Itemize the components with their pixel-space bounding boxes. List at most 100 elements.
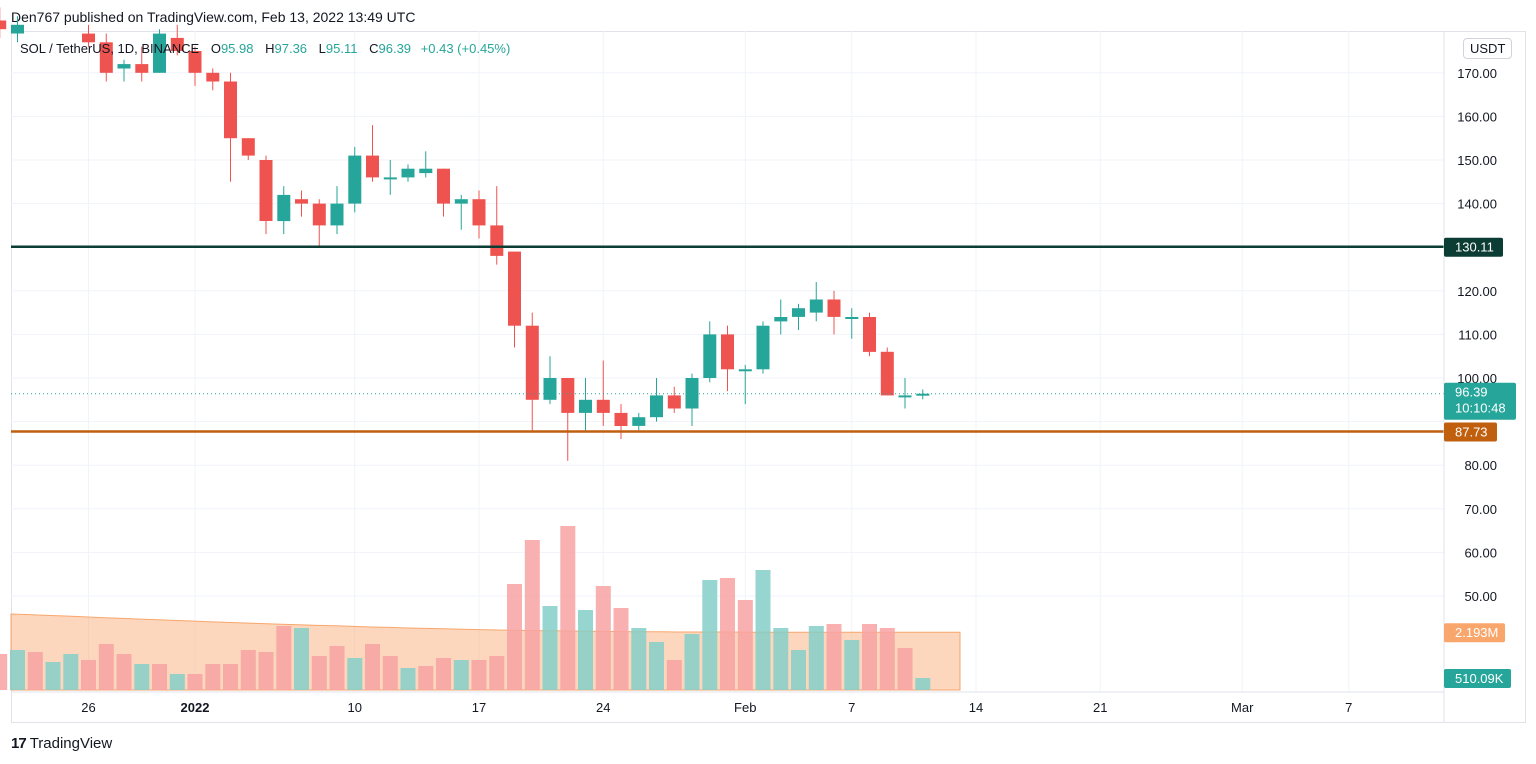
volume-bar	[826, 624, 842, 690]
candle	[454, 194, 468, 230]
candle	[206, 68, 220, 91]
volume-bar	[10, 650, 25, 690]
candle-body	[188, 51, 202, 73]
candle	[792, 303, 805, 331]
candle	[650, 378, 663, 422]
volume-bar	[240, 650, 256, 690]
volume-bar	[702, 580, 718, 690]
y-tick-label: 120.00	[1457, 284, 1497, 299]
candle-body	[206, 72, 220, 82]
close-label: C	[369, 41, 379, 56]
x-tick-label: 14	[969, 700, 983, 715]
candle	[348, 146, 362, 213]
candle	[277, 186, 291, 235]
x-tick-label: Mar	[1231, 700, 1254, 715]
candle	[188, 46, 202, 86]
candle-body	[738, 369, 752, 372]
candle	[135, 46, 149, 82]
volume-bar	[382, 656, 398, 690]
symbol-legend[interactable]: SOL / TetherUS, 1D, BINANCE O95.98 H97.3…	[20, 41, 510, 56]
chart-frame[interactable]	[11, 31, 1526, 723]
candle-body	[703, 334, 717, 378]
volume-bar	[258, 652, 274, 690]
candle	[721, 325, 734, 392]
candle-body	[224, 81, 237, 139]
candle	[880, 347, 894, 396]
volume-ma-tag: 2.193M	[1444, 623, 1505, 643]
candle	[845, 308, 859, 339]
candle	[685, 373, 699, 426]
candle	[82, 24, 95, 47]
candle-body	[117, 64, 131, 69]
volume-bar	[329, 646, 345, 690]
volume-bar	[808, 626, 824, 690]
volume-bar	[81, 660, 96, 690]
candle-body	[295, 199, 308, 204]
candle-body	[259, 160, 273, 221]
candle-body	[490, 225, 504, 256]
close-value: 96.39	[378, 41, 412, 56]
candle-body	[809, 299, 823, 313]
y-tick-label: 140.00	[1457, 197, 1497, 212]
y-tick-label: 170.00	[1457, 66, 1497, 81]
candle-body	[650, 395, 663, 418]
volume-bar	[205, 664, 221, 690]
candle-body	[135, 64, 149, 73]
tradingview-logo[interactable]: 17 TradingView	[11, 735, 112, 752]
volume-bar	[347, 658, 363, 690]
candle-body	[348, 155, 362, 204]
candle-body	[614, 412, 628, 426]
candle	[774, 299, 788, 335]
candle	[383, 160, 397, 195]
candle-body	[561, 378, 575, 413]
candle	[259, 155, 273, 235]
candle	[543, 356, 557, 405]
volume-bar	[63, 654, 79, 690]
volume-pane	[0, 526, 961, 691]
last-volume-tag: 510.09K	[1444, 669, 1511, 688]
x-tick-label: 26	[81, 700, 95, 715]
volume-bar	[98, 644, 114, 690]
candle	[667, 386, 681, 413]
candle-body	[401, 168, 415, 178]
volume-ma-tag-bg	[1444, 623, 1505, 643]
volume-bar	[631, 628, 647, 690]
candle	[738, 364, 752, 405]
volume-bar	[613, 608, 629, 690]
y-tick-label: 60.00	[1464, 545, 1497, 560]
candle-body	[525, 325, 539, 400]
candle-body	[472, 199, 486, 226]
candle	[632, 412, 646, 431]
volume-bar	[418, 666, 434, 690]
volume-bar	[524, 540, 540, 690]
currency-button[interactable]: USDT	[1463, 38, 1513, 59]
symbol-name[interactable]: SOL / TetherUS, 1D, BINANCE	[20, 41, 200, 56]
volume-bar	[666, 660, 682, 690]
volume-bar	[755, 570, 771, 690]
candle	[117, 59, 131, 82]
candle-body	[277, 194, 291, 222]
candle	[437, 168, 450, 217]
volume-bar	[578, 610, 593, 690]
candle	[561, 378, 575, 461]
candle-body	[170, 37, 184, 51]
volume-bar	[187, 674, 203, 690]
candle-body	[898, 395, 912, 398]
volume-bar	[507, 584, 522, 690]
candle-body	[632, 417, 646, 426]
candle	[490, 186, 504, 265]
x-tick-label: 17	[472, 700, 486, 715]
candle	[863, 312, 876, 357]
x-tick-label: 2022	[181, 700, 210, 715]
publisher-line: Den767 published on TradingView.com, Feb…	[11, 9, 416, 25]
candle	[99, 33, 113, 82]
candle	[419, 151, 433, 178]
y-tick-label: 50.00	[1464, 589, 1497, 604]
x-tick-label: 24	[596, 700, 610, 715]
candle-body	[845, 317, 859, 319]
volume-bar	[152, 664, 167, 690]
candle	[827, 290, 841, 335]
volume-bar	[223, 664, 238, 690]
candle-body	[366, 155, 379, 178]
